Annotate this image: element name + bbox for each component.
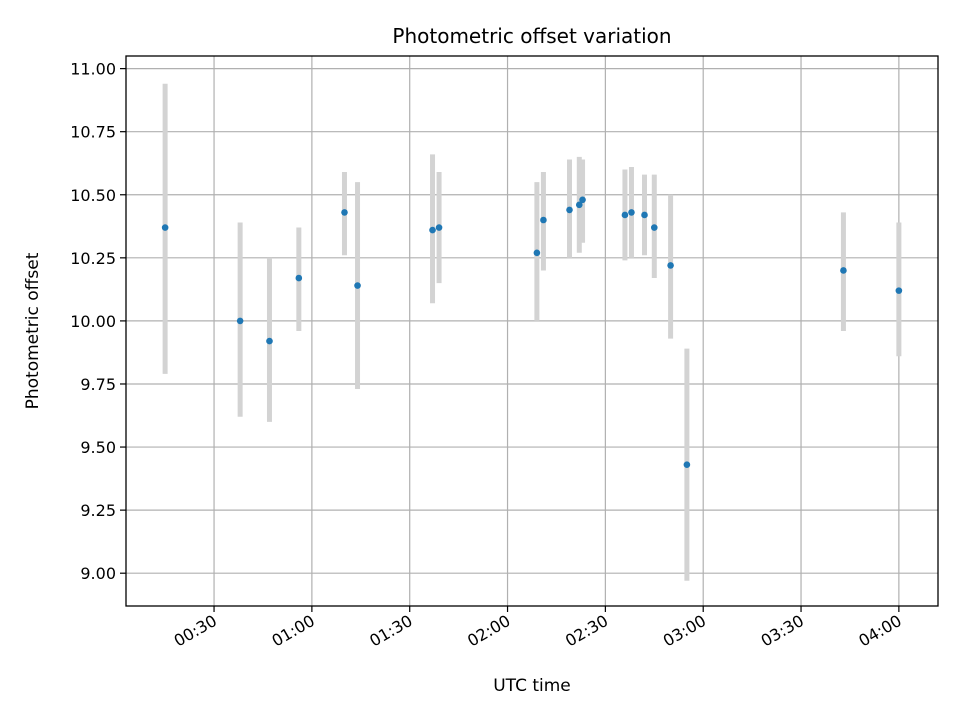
data-point [641,211,648,219]
data-point [161,224,169,231]
y-tick-label: 9.00 [80,564,116,583]
data-point [429,226,436,234]
chart-title: Photometric offset variation [392,24,671,48]
y-tick-label: 10.25 [70,249,116,268]
data-point [895,287,903,294]
data-point [628,209,635,216]
y-tick-label: 10.75 [70,123,116,142]
data-point [579,196,586,204]
y-tick-label: 10.50 [70,186,116,205]
data-point [566,206,573,214]
data-point [540,216,547,224]
plot-frame [125,55,939,607]
data-point [575,201,583,209]
data-point [266,337,273,345]
data-point [683,461,691,469]
data-point [295,274,303,282]
y-axis-title: Photometric offset [23,252,43,409]
data-point [667,262,674,269]
x-axis-title: UTC time [493,676,571,696]
data-point [341,209,348,216]
y-axis: 9.00 9.25 9.50 9.75 10.00 10.25 10.50 10.75 11.0… [70,60,126,583]
y-tick-label: 9.50 [80,438,116,457]
y-tick-label: 11.00 [70,60,116,79]
data-point [236,317,244,325]
data-point [621,211,629,219]
grid [126,56,938,606]
data-point [435,224,443,231]
data-points [161,196,903,469]
data-point [354,282,361,289]
data-point [650,224,658,231]
data-point [533,249,541,257]
y-tick-label: 9.25 [80,501,116,520]
data-point [840,267,847,274]
y-tick-label: 10.00 [70,312,116,331]
y-tick-label: 9.75 [80,375,116,394]
